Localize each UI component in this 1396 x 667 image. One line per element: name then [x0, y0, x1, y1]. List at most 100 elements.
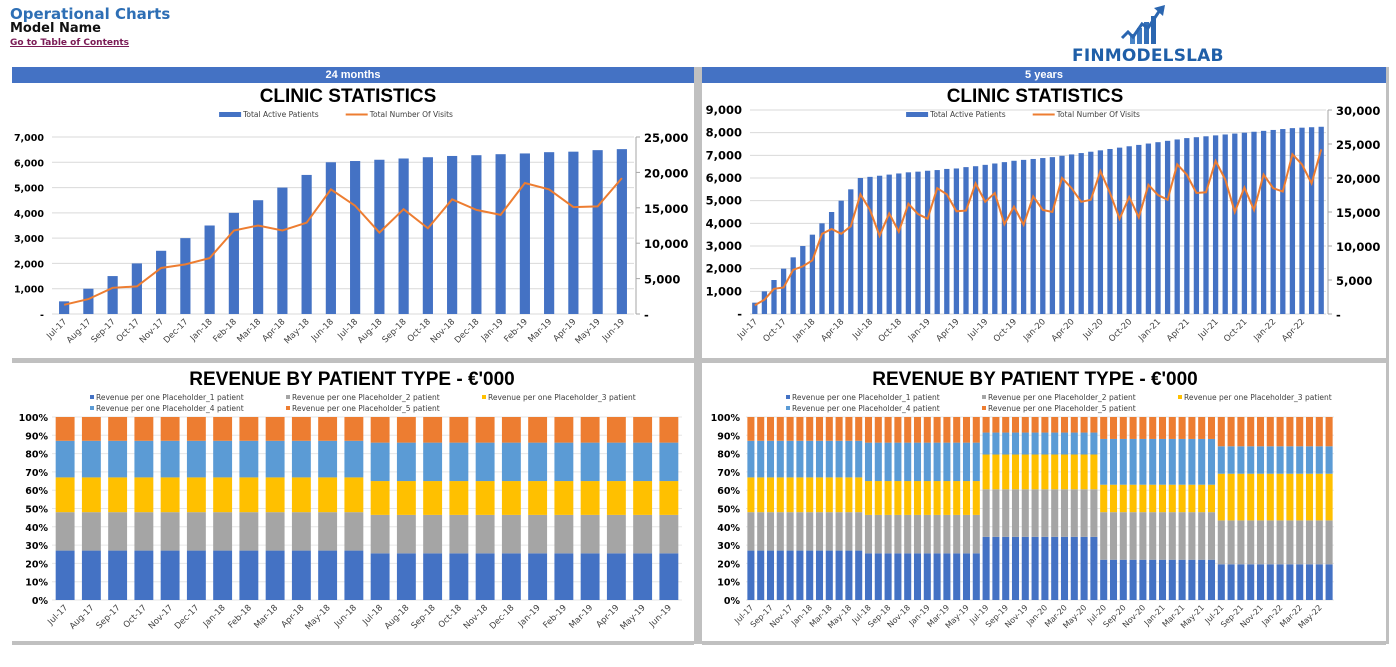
stacked-segment-placeholder-4 [423, 442, 443, 482]
stacked-segment-placeholder-2 [845, 512, 853, 551]
stacked-segment-placeholder-1 [786, 550, 794, 600]
stacked-segment-placeholder-3 [796, 477, 804, 513]
panel-divider-vertical [694, 67, 702, 644]
stacked-segment-placeholder-5 [1296, 417, 1304, 447]
stacked-segment-placeholder-2 [554, 514, 574, 554]
stacked-segment-placeholder-1 [659, 553, 679, 600]
stacked-segment-placeholder-1 [1070, 536, 1078, 600]
stacked-segment-placeholder-1 [992, 536, 1000, 600]
stacked-segment-placeholder-3 [108, 477, 128, 513]
bar-active-patients [867, 176, 873, 314]
stacked-segment-placeholder-5 [894, 417, 902, 443]
y-tick-label: 0% [32, 596, 49, 607]
stacked-segment-placeholder-5 [757, 417, 765, 441]
legend-label: Revenue per one Placeholder_3 patient [488, 393, 636, 402]
x-tick-label: Sep-18 [410, 603, 438, 631]
x-tick-label: Aug-18 [356, 317, 385, 346]
stacked-segment-placeholder-5 [943, 417, 951, 443]
x-tick-label: Jun-19 [647, 603, 674, 630]
stacked-segment-placeholder-2 [55, 512, 75, 551]
stacked-segment-placeholder-5 [501, 417, 521, 443]
y-right-tick-label: 10,000 [644, 237, 688, 251]
stacked-segment-placeholder-3 [1129, 484, 1137, 513]
x-tick-label: Jan-19 [516, 603, 543, 630]
stacked-segment-placeholder-5 [933, 417, 941, 443]
stacked-segment-placeholder-4 [449, 442, 469, 482]
y-right-tick-label: 10,000 [1336, 240, 1380, 254]
stacked-segment-placeholder-5 [1237, 417, 1245, 447]
x-tick-label: Jul-21 [1196, 317, 1221, 342]
stacked-segment-placeholder-1 [1051, 536, 1059, 600]
bar-active-patients [131, 263, 142, 314]
stacked-segment-placeholder-3 [396, 481, 416, 515]
stacked-segment-placeholder-3 [943, 481, 951, 515]
stacked-segment-placeholder-3 [1286, 473, 1294, 521]
stacked-segment-placeholder-1 [1021, 536, 1029, 600]
stacked-segment-placeholder-5 [953, 417, 961, 443]
stacked-segment-placeholder-5 [815, 417, 824, 441]
bar-active-patients [1241, 132, 1248, 314]
stacked-segment-placeholder-2 [528, 514, 548, 554]
stacked-segment-placeholder-3 [874, 481, 882, 515]
stacked-segment-placeholder-4 [1080, 432, 1088, 455]
stacked-segment-placeholder-2 [1129, 512, 1137, 560]
line-number-of-visits [63, 177, 623, 306]
x-tick-label: Aug-18 [383, 603, 412, 632]
stacked-segment-placeholder-5 [633, 417, 653, 443]
stacked-segment-placeholder-3 [318, 477, 338, 513]
y-tick-label: 90% [717, 431, 740, 442]
stacked-segment-placeholder-2 [1041, 489, 1049, 537]
stacked-segment-placeholder-4 [972, 442, 980, 482]
stacked-segment-placeholder-4 [1168, 438, 1176, 485]
stacked-segment-placeholder-3 [747, 477, 755, 513]
legend-label: Total Number Of Visits [1056, 110, 1140, 119]
bar-active-patients [1078, 153, 1084, 314]
stacked-segment-placeholder-2 [1227, 520, 1235, 565]
stacked-segment-placeholder-5 [1002, 417, 1010, 433]
toc-link[interactable]: Go to Table of Contents [10, 38, 130, 48]
stacked-segment-placeholder-2 [1060, 489, 1069, 537]
x-tick-label: Oct-17 [122, 603, 149, 630]
stacked-segment-placeholder-2 [1305, 520, 1314, 565]
bar-active-patients [1049, 157, 1056, 314]
stacked-segment-placeholder-4 [1070, 432, 1078, 455]
stacked-segment-placeholder-2 [1256, 520, 1265, 565]
y-tick-label: 100% [711, 413, 741, 424]
stacked-segment-placeholder-4 [874, 442, 882, 482]
stacked-segment-placeholder-2 [1149, 512, 1157, 560]
bar-active-patients [1011, 160, 1017, 314]
stacked-segment-placeholder-1 [1002, 536, 1010, 600]
stacked-segment-placeholder-1 [884, 553, 892, 600]
bar-active-patients [1068, 154, 1075, 314]
stacked-segment-placeholder-4 [1021, 432, 1029, 455]
stacked-segment-placeholder-3 [1217, 473, 1225, 521]
x-tick-label: Jul-20 [1081, 317, 1106, 342]
stacked-segment-placeholder-5 [1256, 417, 1265, 447]
stacked-segment-placeholder-3 [239, 477, 259, 513]
bar-active-patients [156, 250, 167, 314]
stacked-segment-placeholder-5 [1109, 417, 1118, 439]
stacked-segment-placeholder-2 [134, 512, 154, 551]
stacked-segment-placeholder-3 [1031, 454, 1039, 490]
stacked-segment-placeholder-1 [913, 553, 922, 600]
stacked-segment-placeholder-2 [962, 514, 971, 554]
stacked-segment-placeholder-5 [1149, 417, 1157, 439]
stacked-segment-placeholder-2 [1168, 512, 1176, 560]
stacked-segment-placeholder-5 [1011, 417, 1020, 433]
stacked-segment-placeholder-1 [1207, 559, 1216, 600]
stacked-segment-placeholder-2 [1217, 520, 1225, 565]
stacked-segment-placeholder-5 [1247, 417, 1255, 447]
bar-active-patients [180, 238, 191, 314]
x-tick-label: Oct-18 [406, 317, 433, 344]
bar-active-patients [992, 163, 998, 314]
chart-revenue-24-months: REVENUE BY PATIENT TYPE - €'000 Revenue p… [19, 369, 682, 632]
x-tick-label: Apr-22 [1280, 317, 1307, 344]
x-tick-label: Sep-17 [95, 603, 123, 631]
stacked-segment-placeholder-2 [1070, 489, 1078, 537]
stacked-segment-placeholder-3 [1080, 454, 1088, 490]
stacked-segment-placeholder-2 [449, 514, 469, 554]
stacked-segment-placeholder-1 [1060, 536, 1069, 600]
bar-active-patients [471, 155, 482, 314]
y-tick-label: 80% [25, 450, 48, 461]
stacked-segment-placeholder-5 [845, 417, 853, 441]
